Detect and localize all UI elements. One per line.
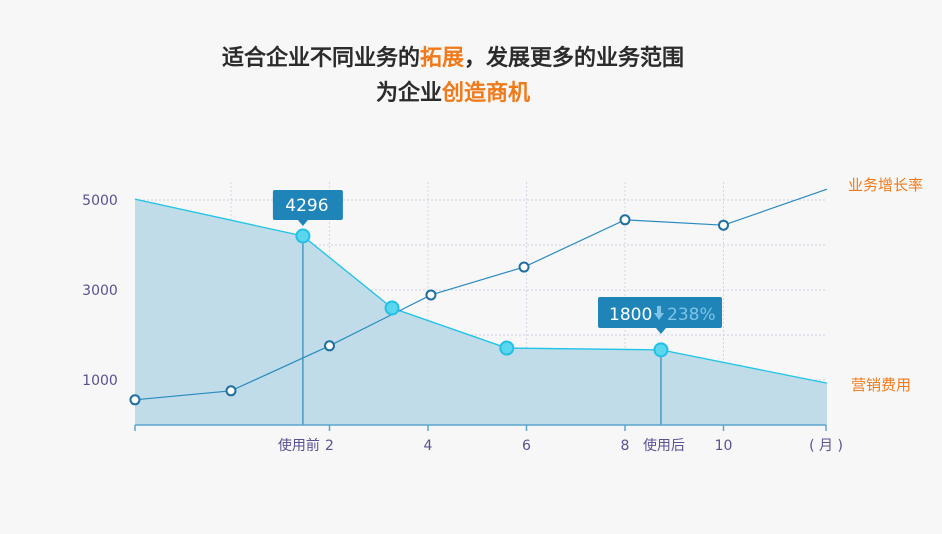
y-tick-label: 1000 <box>82 373 118 389</box>
tooltip-box <box>272 190 343 220</box>
title-text: 为企业 <box>375 81 442 106</box>
growth-point <box>518 261 530 273</box>
growth-line <box>134 188 828 401</box>
x-tick-label: 4 <box>424 438 433 454</box>
arrow-down-icon <box>654 306 664 320</box>
x-tick-label: 10 <box>715 438 733 454</box>
marketing-line <box>134 198 828 384</box>
growth-point <box>718 219 729 231</box>
series-label-marketing: 营销费用 <box>851 376 911 394</box>
growth-point <box>225 385 237 397</box>
marketing-point <box>295 228 311 244</box>
marketing-area <box>134 199 827 425</box>
tooltip-pointer <box>655 328 666 334</box>
tooltip-pointer <box>297 220 308 226</box>
marketing-point <box>499 340 515 356</box>
title-highlight: 创造商机 <box>442 81 531 106</box>
x-tick-label: 8 <box>621 438 630 454</box>
page-title-line1: 适合企业不同业务的拓展，发展更多的业务范围 <box>0 40 906 72</box>
y-tick-label: 5000 <box>82 193 118 209</box>
growth-point <box>324 340 335 352</box>
growth-point <box>619 214 631 226</box>
marketing-point <box>384 300 400 316</box>
tooltip-value: 4296 <box>285 196 328 216</box>
series-label-growth: 业务增长率 <box>848 176 923 194</box>
title-text: 适合企业不同业务的 <box>221 46 420 71</box>
after-label: 使用后 <box>643 437 685 454</box>
x-unit-label: ( 月 ) <box>809 438 843 454</box>
y-tick-label: 3000 <box>82 283 118 299</box>
tooltip-value: 1800 <box>609 305 652 325</box>
growth-point <box>425 289 437 301</box>
title-highlight: 拓展 <box>419 46 464 71</box>
tooltip-change: 238% <box>667 305 716 325</box>
title-text: ，发展更多的业务范围 <box>464 46 685 71</box>
page-title-line2: 为企业创造商机 <box>0 75 906 107</box>
marketing-point <box>653 342 669 358</box>
growth-point <box>129 394 141 406</box>
x-tick-label: 2 <box>325 438 334 454</box>
x-tick-label: 6 <box>522 438 531 454</box>
before-label: 使用前 <box>278 437 320 454</box>
